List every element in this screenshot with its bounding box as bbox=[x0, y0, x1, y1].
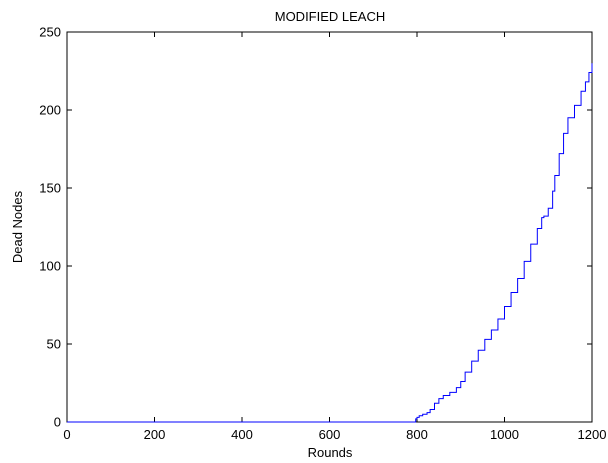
y-axis: 0 50 100 150 200 250 bbox=[39, 25, 592, 430]
plot-area bbox=[66, 31, 593, 423]
y-tick-label-4: 200 bbox=[39, 103, 61, 118]
y-tick-label-0: 0 bbox=[54, 415, 61, 430]
x-tick-label-2: 400 bbox=[231, 427, 253, 442]
x-tick-label-5: 1000 bbox=[490, 427, 519, 442]
x-axis: 0 200 400 600 800 1000 1200 bbox=[63, 32, 606, 442]
series-layer bbox=[67, 63, 593, 423]
chart-title: MODIFIED LEACH bbox=[275, 9, 386, 24]
y-axis-title: Dead Nodes bbox=[10, 190, 25, 263]
x-axis-title: Rounds bbox=[308, 445, 353, 460]
x-tick-label-1: 200 bbox=[144, 427, 166, 442]
y-tick-label-2: 100 bbox=[39, 259, 61, 274]
y-tick-label-5: 250 bbox=[39, 25, 61, 40]
series-line-0 bbox=[67, 63, 593, 423]
x-tick-label-4: 800 bbox=[406, 427, 428, 442]
x-tick-label-0: 0 bbox=[63, 427, 70, 442]
y-tick-label-1: 50 bbox=[47, 337, 61, 352]
x-tick-label-6: 1200 bbox=[578, 427, 607, 442]
plot-frame bbox=[66, 31, 593, 423]
x-tick-label-3: 600 bbox=[319, 427, 341, 442]
y-tick-label-3: 150 bbox=[39, 181, 61, 196]
